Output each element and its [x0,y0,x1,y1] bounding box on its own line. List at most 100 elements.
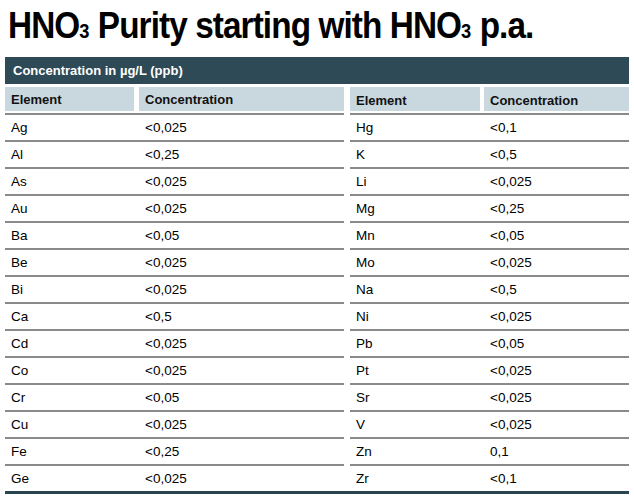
element-cell: Pt [350,358,480,383]
concentration-cell: <0,025 [484,358,629,383]
table-row: As <0,025 [5,167,344,194]
table-row: Fe <0,25 [5,437,344,464]
table-row: Cr <0,05 [5,383,344,410]
column-header-concentration: Concentration [139,87,344,111]
element-cell: Ba [5,223,134,248]
element-cell: Cd [5,331,134,356]
concentration-cell: <0,25 [484,196,629,221]
title-part: HNO [8,5,79,46]
table-title-band: Concentration in µg/L (ppb) [5,57,629,84]
concentration-cell: <0,025 [139,250,344,275]
concentration-cell: <0,1 [484,115,629,140]
table-row: Ni <0,025 [350,302,629,329]
table-row: Hg <0,1 [350,113,629,140]
concentration-cell: <0,5 [484,142,629,167]
table-row: Zn 0,1 [350,437,629,464]
element-cell: Bi [5,277,134,302]
concentration-cell: <0,5 [484,277,629,302]
table-row: Pt <0,025 [350,356,629,383]
title-subscript: 3 [461,20,471,42]
element-cell: Mo [350,250,480,275]
table-row: Na <0,5 [350,275,629,302]
table-row: Ag <0,025 [5,113,344,140]
concentration-cell: <0,1 [484,466,629,491]
table-row: Bi <0,025 [5,275,344,302]
table-row: Co <0,025 [5,356,344,383]
table-row: Au <0,025 [5,194,344,221]
element-cell: Ca [5,304,134,329]
concentration-cell: <0,25 [139,142,344,167]
element-cell: Au [5,196,134,221]
element-cell: Be [5,250,134,275]
table-row: Mg <0,25 [350,194,629,221]
element-cell: V [350,412,480,437]
concentration-cell: <0,025 [139,358,344,383]
column-header-element: Element [350,87,480,111]
table-row: Mn <0,05 [350,221,629,248]
element-cell: Li [350,169,480,194]
element-cell: Ni [350,304,480,329]
concentration-cell: <0,05 [139,223,344,248]
concentration-cell: <0,025 [484,250,629,275]
table-row: Ba <0,05 [5,221,344,248]
concentration-cell: <0,025 [139,115,344,140]
concentration-cell: <0,025 [484,169,629,194]
title-subscript: 3 [79,20,89,42]
table-row: Li <0,025 [350,167,629,194]
concentration-cell: <0,025 [484,304,629,329]
element-cell: Na [350,277,480,302]
table-row: Sr <0,025 [350,383,629,410]
column-header-concentration: Concentration [484,87,629,111]
table-row: V <0,025 [350,410,629,437]
table-row: Pb <0,05 [350,329,629,356]
element-cell: Sr [350,385,480,410]
element-cell: Fe [5,439,134,464]
element-cell: Cu [5,412,134,437]
concentration-cell: <0,025 [484,412,629,437]
table-body: Ag <0,025 Al <0,25 As <0,025 [5,113,344,491]
element-cell: Mn [350,223,480,248]
concentration-cell: 0,1 [484,439,629,464]
table-row: Cu <0,025 [5,410,344,437]
page-title-text: HNO3 Purity starting with HNO3 p.a. [8,3,533,52]
concentration-cell: <0,05 [139,385,344,410]
concentration-cell: <0,025 [139,466,344,491]
element-cell: Zr [350,466,480,491]
concentration-cell: <0,025 [484,385,629,410]
table-body: Hg <0,1 K <0,5 Li <0,025 [350,113,629,491]
table-columns: Element Concentration Ag <0,025 Al <0 [5,87,629,494]
table-row: K <0,5 [350,140,629,167]
element-cell: Cr [5,385,134,410]
element-cell: Pb [350,331,480,356]
concentration-cell: <0,025 [139,277,344,302]
concentration-cell: <0,025 [139,169,344,194]
table-row: Zr <0,1 [350,464,629,491]
table-header-row: Element Concentration [350,87,629,111]
table-row: Ca <0,5 [5,302,344,329]
concentration-cell: <0,025 [139,331,344,356]
table-row: Be <0,025 [5,248,344,275]
table-row: Ge <0,025 [5,464,344,491]
concentration-cell: <0,025 [139,196,344,221]
page-title: HNO3 Purity starting with HNO3 p.a. [0,0,634,52]
title-part: Purity starting with HNO [90,5,462,46]
table-title-band-label: Concentration in µg/L (ppb) [13,63,183,78]
element-table-left: Element Concentration Ag <0,025 Al <0 [5,87,344,491]
column-header-element: Element [5,87,134,111]
element-cell: As [5,169,134,194]
element-table-right: Element Concentration Hg <0,1 K <0,5 [350,87,629,491]
element-cell: Ge [5,466,134,491]
concentration-cell: <0,05 [484,331,629,356]
element-cell: Mg [350,196,480,221]
element-cell: Ag [5,115,134,140]
element-cell: K [350,142,480,167]
concentration-table-sheet: Concentration in µg/L (ppb) Element Conc… [5,57,629,494]
element-cell: Al [5,142,134,167]
element-cell: Co [5,358,134,383]
table-row: Al <0,25 [5,140,344,167]
concentration-cell: <0,5 [139,304,344,329]
concentration-cell: <0,025 [139,412,344,437]
table-row: Mo <0,025 [350,248,629,275]
table-row: Cd <0,025 [5,329,344,356]
element-cell: Hg [350,115,480,140]
